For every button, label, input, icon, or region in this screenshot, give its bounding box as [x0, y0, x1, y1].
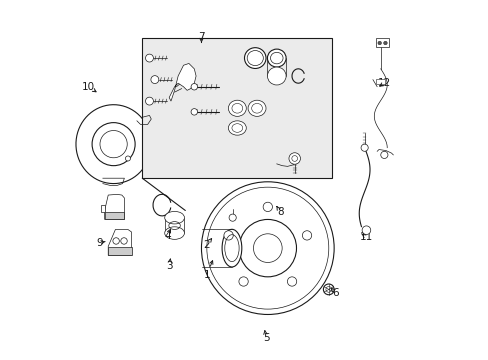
Text: 12: 12: [377, 78, 390, 88]
Text: 2: 2: [203, 239, 210, 249]
Circle shape: [92, 123, 135, 166]
Polygon shape: [101, 205, 104, 212]
Polygon shape: [108, 229, 131, 255]
Text: 8: 8: [277, 207, 283, 217]
Text: 4: 4: [164, 231, 170, 240]
Text: 9: 9: [96, 238, 102, 248]
Circle shape: [323, 284, 333, 295]
Circle shape: [287, 277, 296, 286]
Circle shape: [191, 109, 197, 115]
Text: 7: 7: [198, 32, 204, 41]
Text: 10: 10: [82, 82, 95, 92]
Polygon shape: [104, 194, 124, 220]
Circle shape: [151, 76, 159, 84]
Circle shape: [302, 231, 311, 240]
Text: 11: 11: [359, 232, 372, 242]
Circle shape: [145, 97, 153, 105]
Ellipse shape: [244, 48, 265, 68]
Circle shape: [377, 41, 381, 45]
Ellipse shape: [228, 121, 246, 135]
Ellipse shape: [267, 67, 285, 85]
Circle shape: [253, 234, 282, 262]
Circle shape: [362, 226, 370, 234]
Ellipse shape: [228, 100, 246, 116]
Ellipse shape: [164, 227, 184, 239]
Circle shape: [191, 84, 197, 90]
Circle shape: [228, 214, 236, 221]
Text: 1: 1: [203, 270, 210, 280]
Circle shape: [263, 202, 272, 212]
Ellipse shape: [164, 211, 184, 224]
Polygon shape: [169, 63, 196, 101]
Ellipse shape: [267, 49, 285, 67]
Circle shape: [383, 41, 386, 45]
Text: 6: 6: [332, 288, 339, 298]
Bar: [142, 39, 332, 178]
Ellipse shape: [222, 229, 241, 267]
Circle shape: [113, 238, 119, 244]
Bar: [375, 39, 388, 47]
Bar: [104, 212, 124, 220]
Bar: [108, 247, 131, 255]
Ellipse shape: [247, 100, 265, 116]
Circle shape: [224, 231, 233, 240]
Text: 5: 5: [262, 333, 269, 343]
Circle shape: [288, 153, 300, 164]
Circle shape: [125, 156, 130, 161]
Circle shape: [360, 144, 367, 151]
Circle shape: [380, 151, 387, 158]
Circle shape: [239, 277, 248, 286]
Text: 3: 3: [165, 261, 172, 271]
Circle shape: [145, 54, 153, 62]
Circle shape: [121, 238, 127, 244]
Bar: [376, 78, 384, 84]
